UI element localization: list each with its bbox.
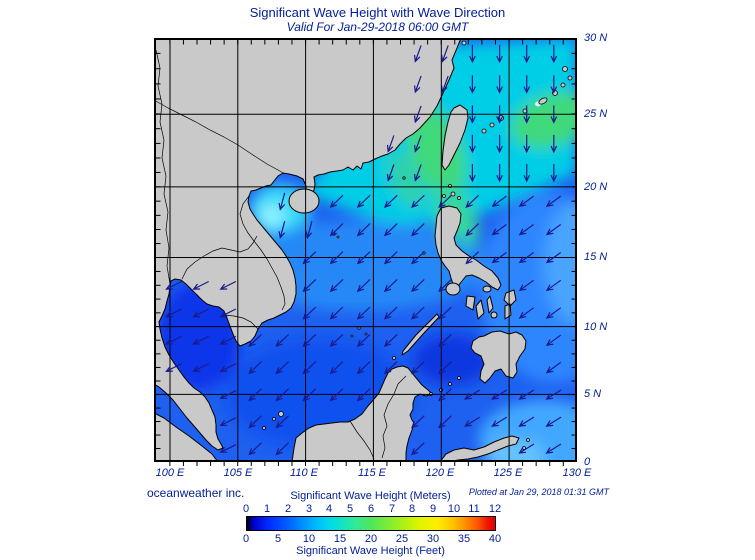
lon-label-125e: 125 E bbox=[493, 467, 523, 479]
lat-label-10n: 10 N bbox=[584, 321, 608, 333]
lat-label-30n: 30 N bbox=[584, 32, 608, 44]
borneo-island bbox=[291, 365, 433, 462]
meters-tick-4: 4 bbox=[325, 503, 333, 515]
meters-tick-6: 6 bbox=[367, 503, 375, 515]
meters-tick-7: 7 bbox=[388, 503, 396, 515]
feet-tick-0: 0 bbox=[242, 533, 250, 545]
feet-tick-35: 35 bbox=[457, 533, 471, 545]
lon-label-130e: 130 E bbox=[562, 467, 592, 479]
lat-label-15n: 15 N bbox=[584, 251, 608, 263]
wave-height-colorbar bbox=[246, 516, 496, 531]
feet-tick-15: 15 bbox=[333, 533, 347, 545]
small-islands bbox=[262, 40, 573, 450]
feet-tick-5: 5 bbox=[274, 533, 282, 545]
mindanao-island bbox=[470, 330, 527, 384]
valid-time-subtitle: Valid For Jan-29-2018 06:00 GMT bbox=[286, 20, 469, 34]
mindoro-island bbox=[445, 282, 461, 296]
colorbar-title-meters: Significant Wave Height (Meters) bbox=[290, 490, 451, 502]
meters-tick-12: 12 bbox=[488, 503, 502, 515]
luzon-island bbox=[434, 205, 502, 291]
wave-direction-arrows bbox=[165, 44, 562, 456]
meters-tick-3: 3 bbox=[305, 503, 313, 515]
lon-label-100e: 100 E bbox=[155, 467, 185, 479]
colorbar-title-feet: Significant Wave Height (Feet) bbox=[296, 545, 445, 557]
meters-tick-0: 0 bbox=[242, 503, 250, 515]
plotted-timestamp: Plotted at Jan 29, 2018 01:31 GMT bbox=[468, 487, 609, 497]
meters-tick-9: 9 bbox=[429, 503, 437, 515]
taiwan-island bbox=[441, 104, 469, 171]
samar-island bbox=[503, 289, 517, 307]
lon-label-115e: 115 E bbox=[358, 467, 386, 479]
palawan-island bbox=[401, 313, 440, 356]
meters-tick-2: 2 bbox=[284, 503, 292, 515]
meters-tick-5: 5 bbox=[346, 503, 354, 515]
meters-tick-10: 10 bbox=[447, 503, 461, 515]
lon-label-105e: 105 E bbox=[223, 467, 253, 479]
negros-island bbox=[475, 299, 485, 320]
lat-label-25n: 25 N bbox=[584, 108, 608, 120]
map-frame bbox=[154, 38, 577, 462]
feet-tick-30: 30 bbox=[426, 533, 440, 545]
lon-label-110e: 110 E bbox=[290, 467, 318, 479]
bohol-island bbox=[490, 311, 498, 319]
credit-oceanweather: oceanweather inc. bbox=[147, 486, 245, 500]
meters-tick-1: 1 bbox=[263, 503, 271, 515]
masbate-island bbox=[482, 285, 492, 293]
meters-tick-8: 8 bbox=[408, 503, 416, 515]
hainan-island bbox=[288, 188, 320, 214]
cebu-island bbox=[486, 295, 494, 314]
feet-tick-10: 10 bbox=[302, 533, 316, 545]
meters-tick-11: 11 bbox=[468, 503, 480, 515]
sulawesi-north-arm bbox=[439, 435, 520, 462]
page-title: Significant Wave Height with Wave Direct… bbox=[249, 5, 506, 20]
graticule-gridlines bbox=[154, 38, 577, 462]
country-borders bbox=[154, 49, 407, 460]
lat-label-0: 0 bbox=[584, 456, 591, 468]
lon-label-120e: 120 E bbox=[425, 467, 455, 479]
panay-island bbox=[465, 295, 476, 311]
feet-tick-40: 40 bbox=[488, 533, 502, 545]
feet-tick-20: 20 bbox=[364, 533, 378, 545]
lat-label-5n: 5 N bbox=[584, 388, 602, 400]
wave-height-map bbox=[154, 38, 577, 466]
feet-tick-25: 25 bbox=[395, 533, 409, 545]
map-container bbox=[154, 38, 577, 469]
lat-label-20n: 20 N bbox=[584, 181, 608, 193]
